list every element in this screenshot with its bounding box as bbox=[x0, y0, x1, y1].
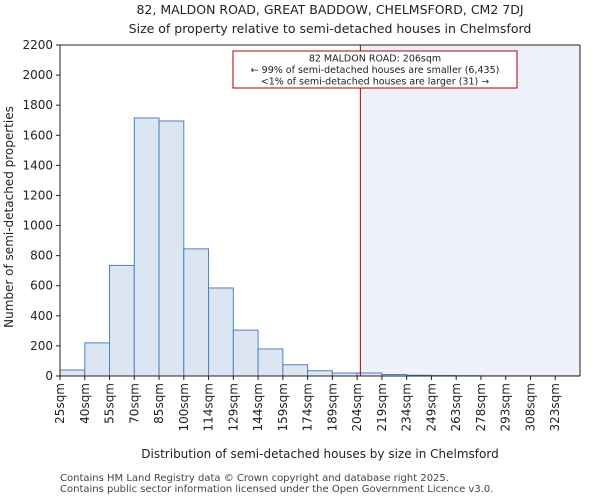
x-tick-label: 204sqm bbox=[350, 383, 364, 431]
y-tick-label: 1000 bbox=[22, 219, 53, 233]
annotation-line-2: ← 99% of semi-detached houses are smalle… bbox=[251, 65, 500, 76]
highlight-region bbox=[360, 45, 580, 376]
y-tick-label: 2200 bbox=[22, 38, 53, 52]
axes-layer: 0 200 400 600 800 1000 1200 1400 1600 1800 2000 220… bbox=[22, 38, 581, 431]
x-tick-label: 100sqm bbox=[177, 383, 191, 431]
bar-129sqm bbox=[232, 329, 259, 377]
x-tick-label: 219sqm bbox=[375, 383, 389, 431]
x-tick-label: 234sqm bbox=[400, 383, 414, 431]
annotation-line-1: 82 MALDON ROAD: 206sqm bbox=[309, 54, 441, 65]
bar-174sqm bbox=[307, 370, 333, 377]
bar-25sqm bbox=[59, 369, 86, 377]
x-tick-label: 323sqm bbox=[548, 383, 562, 431]
footer-attribution-2: Contains public sector information licen… bbox=[60, 484, 494, 495]
bar-55sqm bbox=[109, 264, 135, 377]
bar-70sqm bbox=[133, 117, 160, 377]
x-axis-label: Distribution of semi-detached houses by … bbox=[141, 447, 498, 461]
x-tick-label: 293sqm bbox=[499, 383, 513, 431]
highlight-layer bbox=[360, 45, 580, 376]
y-tick-label: 1600 bbox=[22, 128, 53, 142]
x-tick-label: 308sqm bbox=[523, 383, 537, 431]
chart-title: 82, MALDON ROAD, GREAT BADDOW, CHELMSFOR… bbox=[136, 2, 523, 17]
bar-100sqm bbox=[183, 248, 210, 377]
x-tick-label: 25sqm bbox=[53, 383, 67, 424]
x-tick-label: 144sqm bbox=[251, 383, 265, 431]
x-tick-label: 189sqm bbox=[325, 383, 339, 431]
y-tick-label: 2000 bbox=[22, 68, 53, 82]
bars-layer bbox=[59, 117, 581, 377]
y-axis-label: Number of semi-detached properties bbox=[2, 106, 16, 328]
annotation-line-3: <1% of semi-detached houses are larger (… bbox=[261, 77, 489, 88]
y-tick-label: 800 bbox=[30, 249, 53, 263]
bar-114sqm bbox=[208, 287, 234, 377]
x-tick-label: 85sqm bbox=[152, 383, 166, 424]
x-tick-label: 249sqm bbox=[424, 383, 438, 431]
bar-159sqm bbox=[282, 364, 309, 377]
x-tick-label: 40sqm bbox=[78, 383, 92, 424]
x-tick-label: 70sqm bbox=[127, 383, 141, 424]
y-tick-label: 1200 bbox=[22, 188, 53, 202]
x-tick-label: 129sqm bbox=[226, 383, 240, 431]
annotation-border bbox=[232, 50, 518, 89]
bar-40sqm bbox=[84, 342, 111, 377]
y-tick-label: 600 bbox=[30, 279, 53, 293]
y-tick-label: 1800 bbox=[22, 98, 53, 112]
x-tick-label: 159sqm bbox=[276, 383, 290, 431]
y-tick-label: 0 bbox=[45, 369, 53, 383]
x-tick-label: 263sqm bbox=[449, 383, 463, 431]
chart-subtitle: Size of property relative to semi-detach… bbox=[129, 21, 532, 36]
x-tick-label: 114sqm bbox=[202, 383, 216, 431]
bar-85sqm bbox=[158, 120, 185, 377]
y-tick-label: 200 bbox=[30, 339, 53, 353]
annotation-box: 82 MALDON ROAD: 206sqm ← 99% of semi-det… bbox=[232, 50, 518, 89]
bar-144sqm bbox=[257, 348, 284, 377]
y-tick-label: 400 bbox=[30, 309, 53, 323]
x-tick-label: 174sqm bbox=[301, 383, 315, 431]
x-tick-label: 278sqm bbox=[474, 383, 488, 431]
footer-attribution-1: Contains HM Land Registry data © Crown c… bbox=[60, 473, 449, 484]
y-tick-label: 1400 bbox=[22, 158, 53, 172]
x-tick-label: 55sqm bbox=[103, 383, 117, 424]
